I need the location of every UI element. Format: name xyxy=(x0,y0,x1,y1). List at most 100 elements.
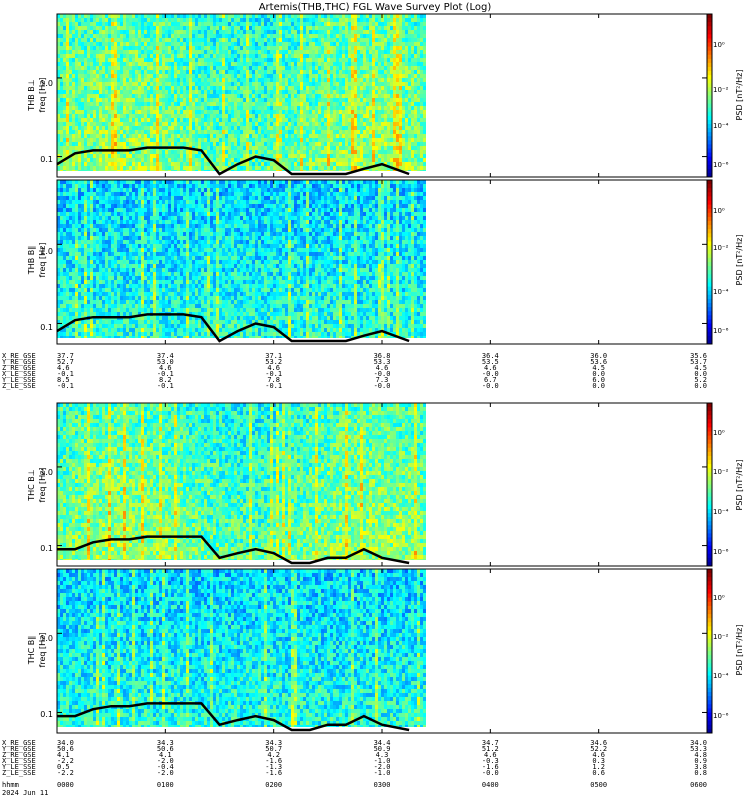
heatmap-cell xyxy=(174,70,177,74)
heatmap-cell xyxy=(387,110,390,114)
heatmap-cell xyxy=(405,90,408,94)
heatmap-cell xyxy=(402,126,405,130)
heatmap-cell xyxy=(339,134,342,138)
heatmap-cell xyxy=(408,138,411,142)
heatmap-cell xyxy=(303,14,306,18)
heatmap-cell xyxy=(135,26,138,30)
heatmap-cell xyxy=(366,66,369,70)
heatmap-cell xyxy=(282,58,285,62)
heatmap-cell xyxy=(165,82,168,86)
heatmap-cell xyxy=(144,134,147,138)
heatmap-cell xyxy=(399,94,402,98)
heatmap-cell xyxy=(195,90,198,94)
heatmap-cell xyxy=(408,42,411,46)
heatmap-cell xyxy=(324,114,327,118)
heatmap-cell xyxy=(246,62,249,66)
heatmap-cell xyxy=(87,126,90,130)
heatmap-cell xyxy=(387,114,390,118)
heatmap-cell xyxy=(393,58,396,62)
heatmap-cell xyxy=(201,134,204,138)
heatmap-cell xyxy=(192,70,195,74)
heatmap-cell xyxy=(336,78,339,82)
heatmap-cell xyxy=(60,150,63,154)
heatmap-cell xyxy=(393,34,396,38)
heatmap-cell xyxy=(75,118,78,122)
heatmap-cell xyxy=(342,98,345,102)
heatmap-cell xyxy=(357,62,360,66)
heatmap-cell xyxy=(219,154,222,158)
heatmap-cell xyxy=(144,26,147,30)
heatmap-cell xyxy=(183,130,186,134)
heatmap-cell xyxy=(279,14,282,18)
heatmap-cell xyxy=(321,70,324,74)
heatmap-cell xyxy=(180,154,183,158)
heatmap-cell xyxy=(129,58,132,62)
heatmap-cell xyxy=(195,118,198,122)
heatmap-cell xyxy=(252,54,255,58)
heatmap-cell xyxy=(222,62,225,66)
heatmap-cell xyxy=(162,114,165,118)
heatmap-cell xyxy=(291,38,294,42)
heatmap-cell xyxy=(174,62,177,66)
heatmap-cell xyxy=(405,150,408,154)
heatmap-cell xyxy=(267,150,270,154)
heatmap-cell xyxy=(165,22,168,26)
heatmap-cell xyxy=(225,54,228,58)
heatmap-cell xyxy=(159,154,162,158)
heatmap-cell xyxy=(351,138,354,142)
heatmap-cell xyxy=(309,166,312,170)
heatmap-cell xyxy=(327,122,330,126)
heatmap-cell xyxy=(72,138,75,142)
heatmap-cell xyxy=(408,114,411,118)
heatmap-cell xyxy=(192,54,195,58)
heatmap-cell xyxy=(384,26,387,30)
heatmap-cell xyxy=(303,114,306,118)
heatmap-cell xyxy=(189,58,192,62)
heatmap-cell xyxy=(147,138,150,142)
heatmap-cell xyxy=(78,38,81,42)
heatmap-cell xyxy=(216,102,219,106)
heatmap-cell xyxy=(138,134,141,138)
heatmap-cell xyxy=(294,74,297,78)
heatmap-cell xyxy=(84,102,87,106)
heatmap-cell xyxy=(84,86,87,90)
heatmap-cell xyxy=(189,78,192,82)
heatmap-cell xyxy=(138,22,141,26)
heatmap-cell xyxy=(168,130,171,134)
heatmap-cell xyxy=(291,142,294,146)
heatmap-cell xyxy=(390,38,393,42)
heatmap-cell xyxy=(255,22,258,26)
heatmap-cell xyxy=(327,38,330,42)
heatmap-cell xyxy=(351,154,354,158)
heatmap-cell xyxy=(264,154,267,158)
heatmap-cell xyxy=(99,122,102,126)
heatmap-cell xyxy=(150,54,153,58)
heatmap-cell xyxy=(180,42,183,46)
heatmap-cell xyxy=(309,162,312,166)
heatmap-cell xyxy=(108,146,111,150)
heatmap-cell xyxy=(141,18,144,22)
heatmap-cell xyxy=(186,82,189,86)
heatmap-cell xyxy=(72,54,75,58)
heatmap-cell xyxy=(147,134,150,138)
heatmap-cell xyxy=(258,154,261,158)
heatmap-cell xyxy=(327,114,330,118)
heatmap-cell xyxy=(183,162,186,166)
heatmap-cell xyxy=(99,26,102,30)
heatmap-cell xyxy=(93,74,96,78)
heatmap-cell xyxy=(90,150,93,154)
heatmap-cell xyxy=(357,146,360,150)
heatmap-cell xyxy=(60,166,63,170)
heatmap-cell xyxy=(336,102,339,106)
heatmap-cell xyxy=(372,126,375,130)
heatmap-cell xyxy=(258,62,261,66)
heatmap-cell xyxy=(264,42,267,46)
heatmap-cell xyxy=(180,74,183,78)
heatmap-cell xyxy=(270,18,273,22)
heatmap-cell xyxy=(75,14,78,18)
heatmap-cell xyxy=(63,142,66,146)
heatmap-cell xyxy=(192,30,195,34)
heatmap-cell xyxy=(327,46,330,50)
heatmap-cell xyxy=(336,138,339,142)
heatmap-cell xyxy=(66,122,69,126)
